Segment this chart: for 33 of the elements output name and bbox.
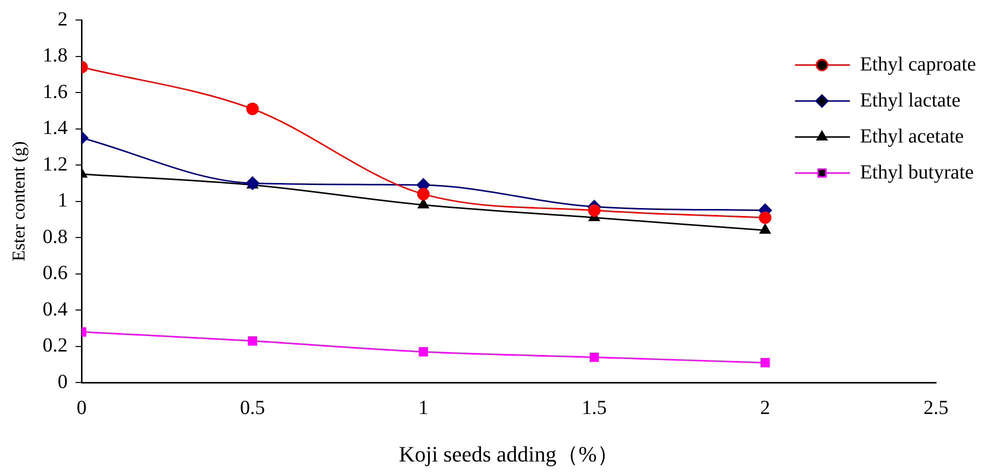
point [418, 198, 429, 208]
point [760, 224, 771, 234]
x-axis-title: Koji seeds adding（%） [398, 442, 619, 467]
x-tick-label: 2.5 [924, 396, 948, 419]
y-tick-label: 1.4 [42, 117, 68, 140]
point [417, 188, 430, 200]
legend-label: Ethyl acetate [860, 125, 964, 148]
legend-label: Ethyl butyrate [860, 161, 974, 184]
x-tick-label: 1 [418, 396, 428, 419]
x-tick-label: 2 [760, 396, 770, 419]
y-tick-label: 0.6 [42, 262, 68, 284]
point [246, 102, 259, 116]
point [418, 347, 428, 356]
x-tick-label: 0.5 [240, 396, 265, 419]
point [588, 204, 600, 217]
y-tick-label: 1.2 [42, 153, 68, 176]
x-tick-label: 1.5 [582, 396, 607, 419]
y-tick-label: 0.2 [42, 334, 68, 357]
point [758, 211, 772, 224]
y-tick-label: 1 [58, 190, 68, 212]
y-tick-label: 1.6 [42, 80, 68, 103]
x-tick-label: 0 [76, 396, 87, 419]
y-axis-title: Ester content (g) [8, 141, 29, 262]
point [590, 352, 599, 362]
y-tick-label: 0 [58, 370, 68, 393]
point [248, 336, 258, 346]
y-tick-label: 1.8 [42, 44, 68, 67]
legend-label: Ethyl caproate [860, 53, 976, 76]
y-tick-label: 0.8 [42, 226, 68, 248]
point [760, 358, 770, 368]
legend-label: Ethyl lactate [860, 89, 961, 112]
y-tick-label: 0.4 [42, 298, 68, 320]
y-tick-label: 2 [58, 8, 68, 30]
